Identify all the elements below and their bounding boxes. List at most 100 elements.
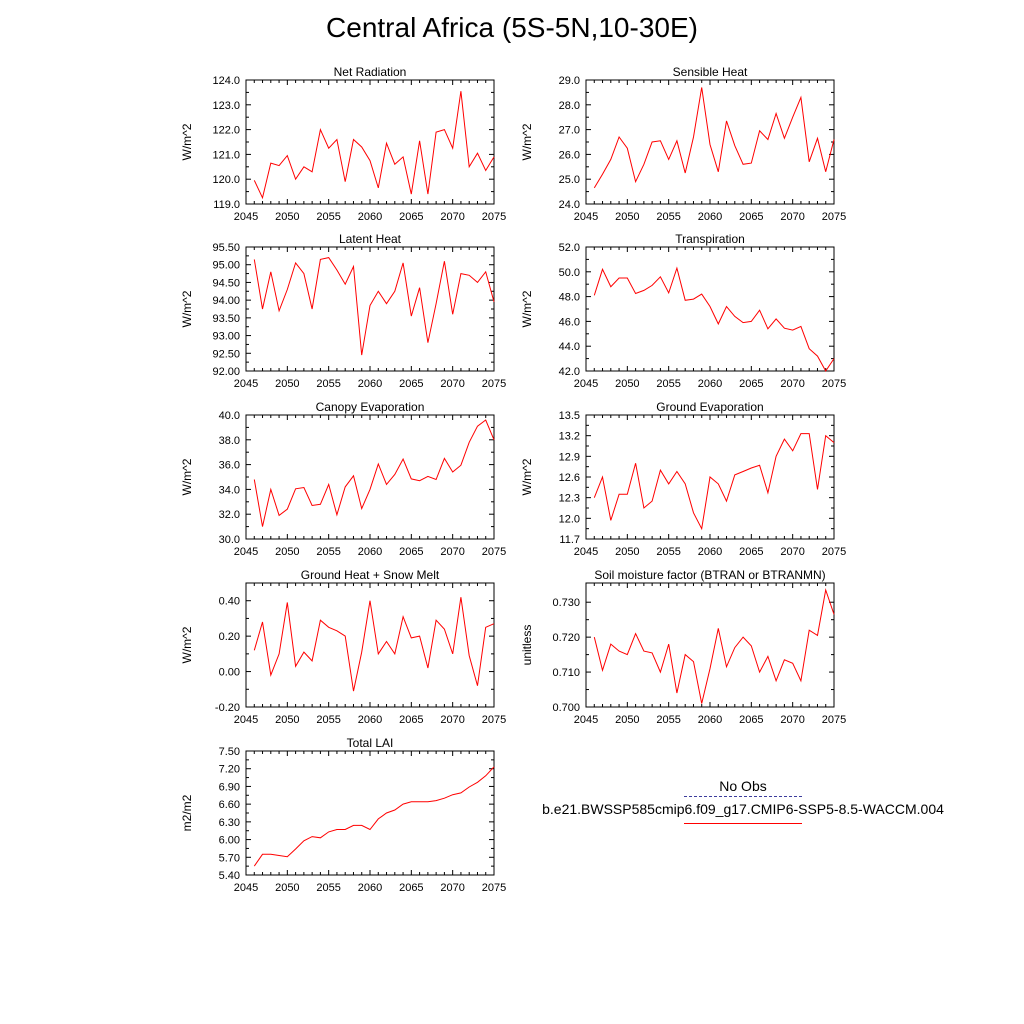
y-tick-label: 34.0 [219, 484, 240, 496]
x-tick-label: 2060 [358, 714, 382, 726]
y-tick-label: 122.0 [212, 125, 240, 137]
x-tick-label: 2075 [822, 714, 846, 726]
series-line [253, 257, 495, 356]
x-tick-label: 2060 [358, 882, 382, 894]
y-axis-label: W/m^2 [520, 123, 534, 160]
y-tick-label: 36.0 [219, 460, 240, 472]
y-tick-label: 93.50 [212, 313, 240, 325]
plot-frame [585, 582, 835, 708]
panel-title: Soil moisture factor (BTRAN or BTRANMN) [594, 568, 825, 582]
panel-ground-heat-snow-melt: Ground Heat + Snow Melt W/m^2 2045 2050 2055… [180, 568, 506, 726]
y-tick-label: 40.0 [219, 410, 240, 422]
y-tick-label: 121.0 [212, 149, 240, 161]
x-tick-label: 2065 [399, 714, 423, 726]
x-tick-label: 2045 [234, 378, 258, 390]
panel-latent-heat: Latent Heat W/m^2 2045 2050 2055 2060 2065 2070… [180, 232, 506, 390]
y-tick-label: 6.60 [219, 799, 240, 811]
x-tick-label: 2065 [399, 211, 423, 223]
x-tick-label: 2075 [482, 714, 506, 726]
y-tick-label: 6.90 [219, 781, 240, 793]
panel-sensible-heat: Sensible Heat W/m^2 2045 2050 2055 2060 2065 20… [520, 65, 846, 223]
x-tick-label: 2045 [234, 211, 258, 223]
x-tick-label: 2050 [275, 211, 299, 223]
x-tick-label: 2055 [316, 882, 340, 894]
x-tick-label: 2065 [399, 546, 423, 558]
panel-title: Net Radiation [334, 65, 407, 79]
x-tick-label: 2070 [440, 546, 464, 558]
x-tick-label: 2070 [780, 714, 804, 726]
x-tick-label: 2060 [358, 211, 382, 223]
x-tick-label: 2045 [234, 882, 258, 894]
x-tick-label: 2060 [698, 211, 722, 223]
y-tick-label: 26.0 [559, 149, 580, 161]
x-tick-label: 2055 [316, 546, 340, 558]
y-tick-label: 12.6 [559, 472, 580, 484]
panel-title: Ground Heat + Snow Melt [301, 568, 440, 582]
y-tick-label: 24.0 [559, 199, 580, 211]
legend-obs-label: No Obs [719, 778, 767, 794]
y-tick-label: 12.9 [559, 451, 580, 463]
y-tick-label: 42.0 [559, 366, 580, 378]
y-tick-label: 11.7 [559, 534, 580, 546]
series-line [253, 419, 495, 527]
x-tick-label: 2075 [482, 378, 506, 390]
x-tick-label: 2055 [316, 714, 340, 726]
y-axis-label: W/m^2 [180, 458, 194, 495]
y-tick-label: 48.0 [559, 292, 580, 304]
x-tick-label: 2055 [316, 211, 340, 223]
x-tick-label: 2050 [615, 378, 639, 390]
panel-net-radiation: Net Radiation W/m^2 2045 2050 2055 2060 2065 20… [180, 65, 506, 223]
x-tick-label: 2050 [615, 714, 639, 726]
x-tick-label: 2070 [440, 714, 464, 726]
x-tick-label: 2050 [275, 714, 299, 726]
x-tick-label: 2045 [574, 714, 598, 726]
y-tick-label: 0.710 [552, 667, 580, 679]
series-line [253, 91, 495, 200]
x-tick-label: 2065 [399, 378, 423, 390]
x-tick-label: 2065 [739, 378, 763, 390]
x-tick-label: 2075 [822, 546, 846, 558]
x-tick-label: 2045 [574, 378, 598, 390]
y-tick-label: 123.0 [212, 100, 240, 112]
x-tick-label: 2045 [234, 546, 258, 558]
x-tick-label: 2065 [739, 211, 763, 223]
y-tick-label: 30.0 [219, 534, 240, 546]
x-tick-label: 2065 [399, 882, 423, 894]
y-tick-label: 52.0 [559, 242, 580, 254]
y-tick-label: 120.0 [212, 174, 240, 186]
y-tick-label: 0.720 [552, 632, 580, 644]
legend-case-line [684, 823, 802, 824]
panel-title: Canopy Evaporation [316, 400, 425, 414]
x-tick-label: 2060 [698, 378, 722, 390]
y-tick-label: 93.00 [212, 331, 240, 343]
x-tick-label: 2050 [615, 211, 639, 223]
panel-title: Transpiration [675, 232, 745, 246]
x-tick-label: 2055 [656, 211, 680, 223]
y-tick-label: 38.0 [219, 435, 240, 447]
x-tick-label: 2070 [440, 378, 464, 390]
x-tick-label: 2065 [739, 546, 763, 558]
y-axis-label: W/m^2 [520, 458, 534, 495]
legend-case-label: b.e21.BWSSP585cmip6.f09_g17.CMIP6-SSP5-8… [542, 801, 944, 817]
y-axis-label: W/m^2 [180, 290, 194, 327]
x-tick-label: 2070 [780, 211, 804, 223]
y-tick-label: 44.0 [559, 341, 580, 353]
y-tick-label: 7.50 [219, 746, 240, 758]
y-tick-label: 92.50 [212, 348, 240, 360]
series-line [593, 588, 835, 704]
plot-frame [245, 246, 495, 372]
x-tick-label: 2060 [358, 378, 382, 390]
y-tick-label: 12.3 [559, 493, 580, 505]
y-tick-label: 7.20 [219, 764, 240, 776]
series-line [253, 597, 495, 692]
y-tick-label: 119.0 [213, 199, 240, 211]
y-tick-label: -0.20 [215, 702, 240, 714]
plot-frame [245, 414, 495, 540]
y-tick-label: 0.00 [219, 667, 240, 679]
x-tick-label: 2045 [234, 714, 258, 726]
y-tick-label: 124.0 [212, 75, 240, 87]
x-tick-label: 2070 [780, 378, 804, 390]
y-tick-label: 0.40 [219, 596, 240, 608]
y-tick-label: 6.00 [219, 835, 240, 847]
y-tick-label: 6.30 [219, 817, 240, 829]
